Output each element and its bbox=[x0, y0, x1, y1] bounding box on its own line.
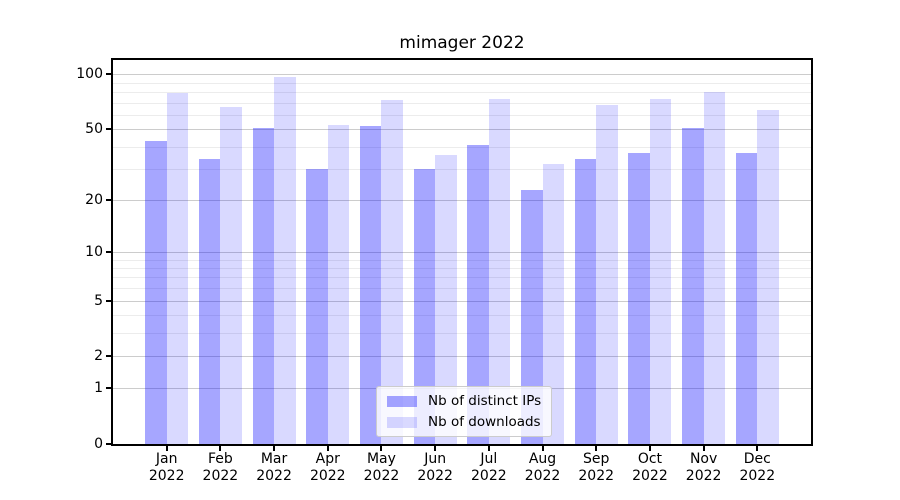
bar-distinct-ips-jun bbox=[413, 169, 436, 444]
legend-label-distinct-ips: Nb of distinct IPs bbox=[428, 393, 542, 409]
x-tick-mark bbox=[326, 446, 329, 451]
x-tick-mark bbox=[648, 446, 651, 451]
legend-swatch-downloads bbox=[387, 416, 417, 428]
x-tick-mark bbox=[273, 446, 276, 451]
minor-gridline bbox=[113, 102, 811, 104]
bar-downloads-sep bbox=[596, 104, 618, 444]
x-tick-label: Jan 2022 bbox=[148, 451, 185, 484]
y-tick-label: 50 bbox=[85, 121, 103, 138]
y-tick-mark bbox=[106, 355, 111, 358]
x-tick-label: Nov 2022 bbox=[685, 451, 722, 484]
bar-downloads-jul bbox=[488, 99, 511, 444]
minor-gridline bbox=[113, 114, 811, 116]
x-tick-label: Dec 2022 bbox=[739, 451, 776, 484]
y-tick-label: 100 bbox=[76, 66, 103, 83]
x-tick-mark bbox=[165, 446, 168, 451]
x-tick-label: Feb 2022 bbox=[202, 451, 239, 484]
x-tick-label: Apr 2022 bbox=[309, 451, 346, 484]
minor-gridline bbox=[113, 259, 811, 261]
x-tick-mark bbox=[756, 446, 759, 451]
major-gridline bbox=[113, 200, 811, 202]
bar-distinct-ips-jan bbox=[145, 141, 167, 444]
legend-swatch-distinct-ips bbox=[387, 395, 417, 407]
bar-downloads-nov bbox=[703, 92, 726, 444]
minor-gridline bbox=[113, 169, 811, 171]
bar-distinct-ips-mar bbox=[252, 127, 275, 444]
bar-downloads-aug bbox=[542, 164, 565, 444]
bar-distinct-ips-jul bbox=[467, 144, 489, 444]
plot-area: 0 1 2 5 10 20 50 100 Jan 2022 Feb 2022 Mar 2022 Apr 202… bbox=[76, 58, 813, 484]
bar-downloads-jun bbox=[435, 154, 457, 444]
y-tick-mark bbox=[106, 299, 111, 302]
x-tick-label: Jun 2022 bbox=[417, 451, 453, 484]
x-tick-mark bbox=[219, 446, 222, 451]
y-tick-mark bbox=[106, 443, 111, 445]
bar-distinct-ips-feb bbox=[198, 159, 221, 444]
x-tick-label: Sep 2022 bbox=[578, 451, 615, 484]
bar-downloads-dec bbox=[757, 109, 779, 444]
bar-downloads-oct bbox=[649, 99, 672, 444]
legend-item-distinct-ips: Nb of distinct IPs bbox=[387, 393, 541, 409]
x-tick-label: Jul 2022 bbox=[471, 451, 507, 484]
bar-downloads-may bbox=[381, 100, 403, 444]
x-tick-label: Mar 2022 bbox=[256, 451, 292, 484]
minor-gridline bbox=[113, 315, 811, 317]
x-tick-mark bbox=[702, 446, 705, 451]
minor-gridline bbox=[113, 92, 811, 94]
x-tick-label: May 2022 bbox=[363, 451, 400, 484]
y-tick-label: 1 bbox=[94, 380, 103, 397]
y-tick-label: 10 bbox=[85, 244, 103, 260]
y-tick-label: 0 bbox=[94, 436, 103, 452]
bar-downloads-apr bbox=[327, 124, 350, 444]
minor-gridline bbox=[113, 288, 811, 290]
x-tick-mark bbox=[380, 446, 383, 451]
bar-downloads-mar bbox=[274, 76, 296, 444]
major-gridline bbox=[113, 129, 811, 131]
legend-label-downloads: Nb of downloads bbox=[428, 414, 541, 430]
y-tick-mark bbox=[106, 251, 111, 253]
x-tick-mark bbox=[487, 446, 490, 451]
minor-gridline bbox=[113, 82, 811, 84]
bar-distinct-ips-nov bbox=[682, 127, 704, 444]
x-tick-mark bbox=[541, 446, 544, 451]
y-tick-label: 5 bbox=[94, 292, 103, 309]
bar-downloads-jan bbox=[166, 93, 189, 444]
x-tick-label: Aug 2022 bbox=[524, 451, 561, 484]
bar-distinct-ips-apr bbox=[306, 169, 328, 444]
major-gridline bbox=[113, 252, 811, 253]
major-gridline bbox=[113, 300, 811, 302]
legend-item-downloads: Nb of downloads bbox=[387, 414, 541, 430]
y-tick-mark bbox=[106, 73, 111, 76]
y-tick-mark bbox=[106, 387, 111, 390]
chart-title: mimager 2022 bbox=[399, 33, 525, 53]
major-gridline bbox=[113, 74, 811, 76]
y-tick-mark bbox=[106, 128, 111, 131]
legend: Nb of distinct IPs Nb of downloads bbox=[376, 386, 553, 437]
minor-gridline bbox=[113, 146, 811, 148]
minor-gridline bbox=[113, 268, 811, 270]
major-gridline bbox=[113, 356, 811, 358]
bar-distinct-ips-aug bbox=[521, 189, 543, 444]
minor-gridline bbox=[113, 332, 811, 334]
bar-distinct-ips-may bbox=[359, 126, 382, 444]
y-tick-mark bbox=[106, 199, 111, 202]
x-tick-mark bbox=[434, 446, 437, 451]
bar-distinct-ips-dec bbox=[735, 152, 758, 444]
minor-gridline bbox=[113, 277, 811, 279]
x-tick-label: Oct 2022 bbox=[632, 451, 668, 484]
bar-distinct-ips-sep bbox=[574, 159, 597, 444]
bar-distinct-ips-oct bbox=[628, 152, 650, 444]
bar-downloads-feb bbox=[220, 107, 242, 444]
x-tick-mark bbox=[595, 446, 598, 451]
y-tick-label: 2 bbox=[94, 348, 103, 365]
y-tick-label: 20 bbox=[85, 192, 103, 209]
